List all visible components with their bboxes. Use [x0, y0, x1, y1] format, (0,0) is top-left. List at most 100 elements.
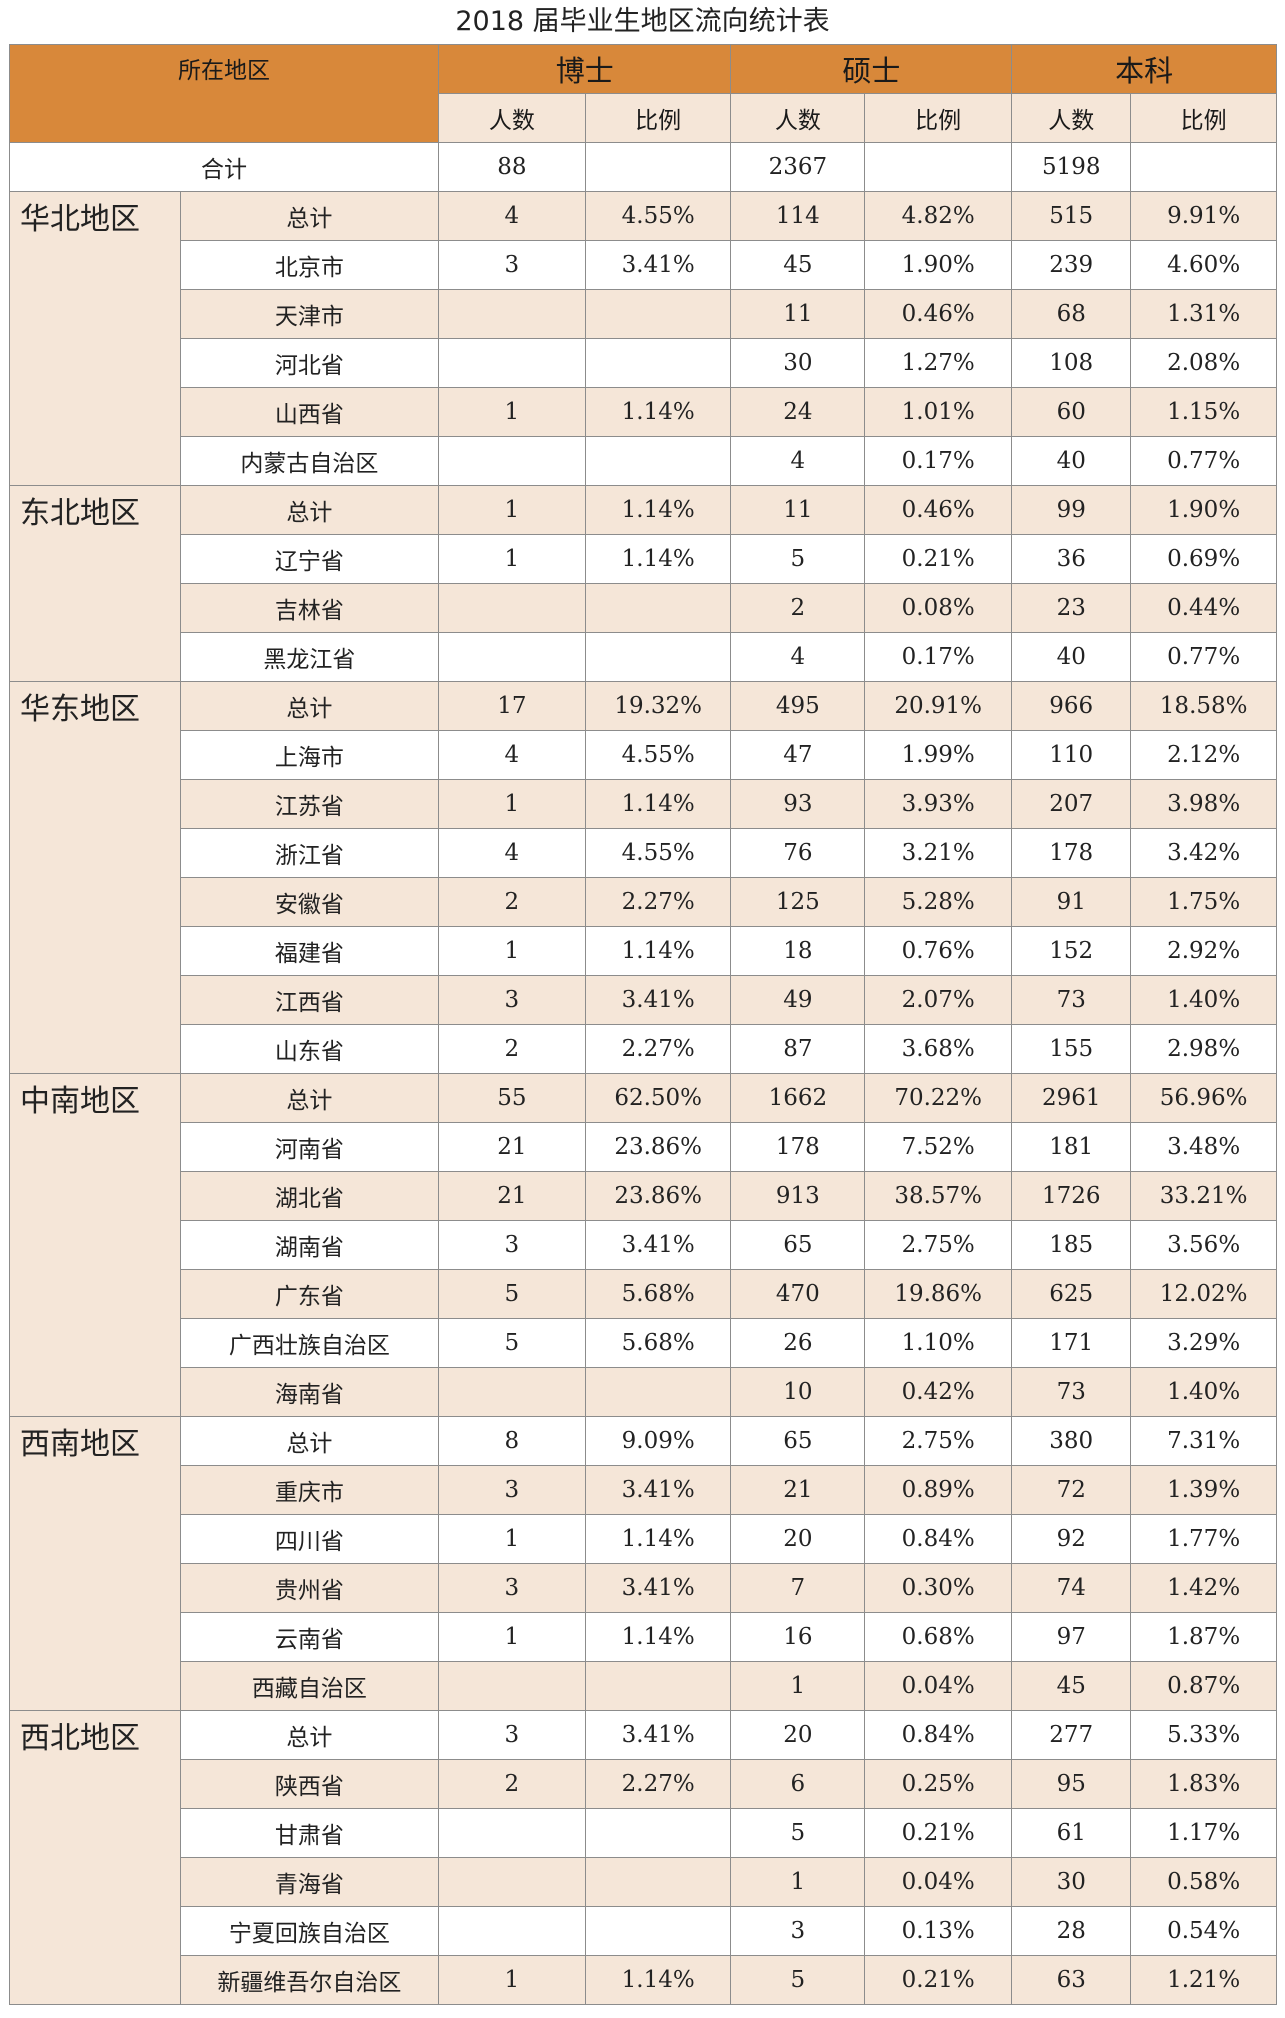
- bachelor-count: 207: [1011, 779, 1132, 829]
- province-name: 宁夏回族自治区: [179, 1906, 439, 1956]
- phd-ratio: 1.14%: [584, 534, 732, 584]
- phd-ratio: 1.14%: [584, 1612, 732, 1662]
- master-count: 1: [730, 1661, 866, 1711]
- bachelor-ratio: 2.92%: [1130, 926, 1277, 976]
- master-count-header: 人数: [730, 93, 866, 143]
- province-name: 辽宁省: [179, 534, 439, 584]
- phd-ratio: 1.14%: [584, 779, 732, 829]
- bachelor-ratio: 1.39%: [1130, 1465, 1277, 1515]
- phd-count: 1: [437, 387, 586, 437]
- region-stats-table: 所在地区 博士 硕士 本科 人数 比例 人数 比例 人数 比例 合计 88 23…: [9, 44, 1277, 2005]
- phd-count: 1: [437, 1955, 586, 2005]
- bachelor-ratio: 1.40%: [1130, 975, 1277, 1025]
- phd-count: 1: [437, 926, 586, 976]
- bachelor-count: 61: [1011, 1808, 1132, 1858]
- province-name: 天津市: [179, 289, 439, 339]
- province-name: 西藏自治区: [179, 1661, 439, 1711]
- bachelor-ratio: 3.56%: [1130, 1220, 1277, 1270]
- bachelor-count: 92: [1011, 1514, 1132, 1564]
- bachelor-ratio: 3.42%: [1130, 828, 1277, 878]
- province-row: 重庆市 3 3.41% 21 0.89% 72 1.39%: [10, 1465, 1277, 1515]
- master-count: 7: [730, 1563, 866, 1613]
- phd-ratio: 4.55%: [584, 191, 732, 241]
- province-name: 新疆维吾尔自治区: [179, 1955, 439, 2005]
- region-total-row: 中南地区 总计 55 62.50% 1662 70.22% 2961 56.96%: [9, 1073, 1277, 1417]
- master-count: 1: [730, 1857, 866, 1907]
- bachelor-ratio: 56.96%: [1130, 1073, 1277, 1123]
- bachelor-count: 155: [1011, 1024, 1132, 1074]
- master-count: 470: [730, 1269, 866, 1319]
- bachelor-count: 277: [1011, 1710, 1132, 1760]
- master-ratio: 2.07%: [864, 975, 1013, 1025]
- master-count: 178: [730, 1122, 866, 1172]
- province-name: 内蒙古自治区: [179, 436, 439, 486]
- phd-count: 1: [437, 534, 586, 584]
- master-ratio: 0.25%: [864, 1759, 1013, 1809]
- master-count: 93: [730, 779, 866, 829]
- master-count: 114: [730, 191, 866, 241]
- master-ratio: 0.08%: [864, 583, 1013, 633]
- province-name: 总计: [179, 1416, 439, 1466]
- province-row: 山西省 1 1.14% 24 1.01% 60 1.15%: [10, 387, 1277, 437]
- province-row: 海南省 10 0.42% 73 1.40%: [10, 1367, 1277, 1417]
- bachelor-header: 本科: [1011, 44, 1277, 94]
- bachelor-ratio: 1.75%: [1130, 877, 1277, 927]
- bachelor-ratio: 0.77%: [1130, 436, 1277, 486]
- bachelor-count: 95: [1011, 1759, 1132, 1809]
- phd-ratio: 3.41%: [584, 1465, 732, 1515]
- province-row: 云南省 1 1.14% 16 0.68% 97 1.87%: [10, 1612, 1277, 1662]
- province-row: 陕西省 2 2.27% 6 0.25% 95 1.83%: [10, 1759, 1277, 1809]
- phd-count: 3: [437, 1220, 586, 1270]
- province-name: 重庆市: [179, 1465, 439, 1515]
- master-count: 10: [730, 1367, 866, 1417]
- master-ratio: 0.84%: [864, 1514, 1013, 1564]
- phd-ratio: 1.14%: [584, 485, 732, 535]
- province-name: 青海省: [179, 1857, 439, 1907]
- phd-ratio: 9.09%: [584, 1416, 732, 1466]
- bachelor-count: 45: [1011, 1661, 1132, 1711]
- bachelor-count: 60: [1011, 387, 1132, 437]
- master-count: 18: [730, 926, 866, 976]
- bachelor-count: 40: [1011, 632, 1132, 682]
- phd-count: 1: [437, 779, 586, 829]
- province-name: 陕西省: [179, 1759, 439, 1809]
- phd-ratio: 4.55%: [584, 730, 732, 780]
- phd-count: [437, 289, 586, 339]
- master-count: 30: [730, 338, 866, 388]
- bachelor-ratio: 0.58%: [1130, 1857, 1277, 1907]
- province-name: 湖南省: [179, 1220, 439, 1270]
- province-row: 北京市 3 3.41% 45 1.90% 239 4.60%: [10, 240, 1277, 290]
- master-ratio: 7.52%: [864, 1122, 1013, 1172]
- province-name: 北京市: [179, 240, 439, 290]
- master-ratio: 3.21%: [864, 828, 1013, 878]
- bachelor-count: 68: [1011, 289, 1132, 339]
- province-row: 河南省 21 23.86% 178 7.52% 181 3.48%: [10, 1122, 1277, 1172]
- bachelor-count: 171: [1011, 1318, 1132, 1368]
- bachelor-count: 74: [1011, 1563, 1132, 1613]
- phd-ratio: 4.55%: [584, 828, 732, 878]
- grand-total-row: 合计 88 2367 5198: [9, 142, 1277, 192]
- master-count: 6: [730, 1759, 866, 1809]
- province-name: 贵州省: [179, 1563, 439, 1613]
- master-count: 21: [730, 1465, 866, 1515]
- province-row: 湖北省 21 23.86% 913 38.57% 1726 33.21%: [10, 1171, 1277, 1221]
- province-row: 上海市 4 4.55% 47 1.99% 110 2.12%: [10, 730, 1277, 780]
- phd-count: 2: [437, 877, 586, 927]
- phd-count: [437, 1906, 586, 1956]
- bachelor-ratio: 1.21%: [1130, 1955, 1277, 2005]
- bachelor-count: 36: [1011, 534, 1132, 584]
- phd-count: 4: [437, 828, 586, 878]
- master-ratio: 0.84%: [864, 1710, 1013, 1760]
- phd-ratio: 3.41%: [584, 1563, 732, 1613]
- bachelor-ratio: 1.87%: [1130, 1612, 1277, 1662]
- province-row: 安徽省 2 2.27% 125 5.28% 91 1.75%: [10, 877, 1277, 927]
- bachelor-ratio-header: 比例: [1130, 93, 1277, 143]
- master-count: 4: [730, 436, 866, 486]
- master-ratio: 0.21%: [864, 534, 1013, 584]
- bachelor-total: 5198: [1011, 142, 1132, 192]
- master-ratio: 19.86%: [864, 1269, 1013, 1319]
- province-row: 甘肃省 5 0.21% 61 1.17%: [10, 1808, 1277, 1858]
- province-name: 总计: [179, 1710, 439, 1760]
- master-ratio: 0.30%: [864, 1563, 1013, 1613]
- province-name: 浙江省: [179, 828, 439, 878]
